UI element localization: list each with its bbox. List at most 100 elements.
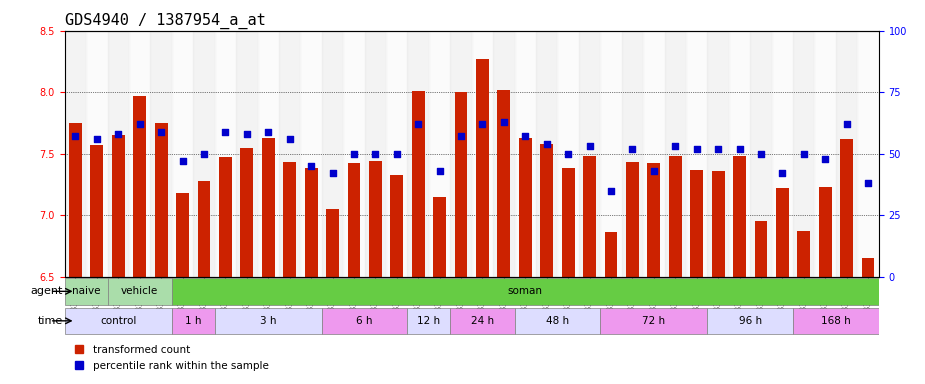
Bar (626, 162, 639, 276)
Point (518, 133, 533, 139)
Bar (107, 31, 129, 276)
Point (175, 158, 190, 164)
Bar (861, 258, 874, 276)
Bar (600, 31, 622, 276)
Bar (236, 31, 257, 276)
Bar (776, 188, 789, 276)
Bar (454, 92, 467, 276)
Point (775, 170, 790, 176)
Point (325, 170, 339, 176)
Point (111, 131, 126, 137)
Point (732, 146, 746, 152)
Bar (579, 31, 600, 276)
Text: 48 h: 48 h (546, 316, 569, 326)
Bar (771, 31, 793, 276)
Bar (669, 156, 682, 276)
Bar (408, 31, 429, 276)
Point (218, 129, 233, 135)
Bar (622, 31, 643, 276)
Bar (755, 221, 768, 276)
Bar (797, 231, 810, 276)
Point (347, 151, 362, 157)
Bar (450, 31, 472, 276)
Point (411, 121, 426, 127)
Point (240, 131, 254, 137)
Bar (193, 31, 215, 276)
Bar (215, 31, 236, 276)
FancyBboxPatch shape (793, 308, 879, 334)
Bar (262, 138, 275, 276)
Point (68, 133, 83, 139)
Bar (819, 187, 832, 276)
Bar (176, 193, 189, 276)
Bar (198, 181, 210, 276)
Point (282, 136, 297, 142)
Bar (498, 90, 511, 276)
Bar (369, 161, 382, 276)
Point (303, 163, 318, 169)
Bar (643, 31, 664, 276)
Point (90, 136, 105, 142)
Bar (133, 96, 146, 276)
Text: control: control (100, 316, 137, 326)
FancyBboxPatch shape (65, 278, 107, 305)
Bar (172, 31, 193, 276)
Bar (91, 145, 104, 276)
FancyBboxPatch shape (215, 308, 322, 334)
Point (582, 143, 597, 149)
Bar (279, 31, 301, 276)
Text: 12 h: 12 h (417, 316, 440, 326)
Bar (65, 31, 86, 276)
Bar (154, 123, 167, 276)
Bar (364, 31, 386, 276)
Bar (605, 232, 617, 276)
Bar (536, 31, 558, 276)
Legend: transformed count, percentile rank within the sample: transformed count, percentile rank withi… (70, 341, 273, 375)
Text: 3 h: 3 h (260, 316, 277, 326)
Bar (433, 197, 446, 276)
Point (647, 168, 661, 174)
Point (368, 151, 383, 157)
Bar (257, 31, 279, 276)
Bar (840, 139, 853, 276)
FancyBboxPatch shape (172, 308, 215, 334)
Bar (472, 31, 493, 276)
Bar (476, 59, 489, 276)
Bar (519, 138, 532, 276)
Point (860, 180, 875, 186)
Bar (283, 162, 296, 276)
FancyBboxPatch shape (450, 308, 514, 334)
FancyBboxPatch shape (172, 278, 879, 305)
Bar (648, 164, 660, 276)
Bar (304, 169, 317, 276)
Bar (686, 31, 708, 276)
Point (710, 146, 725, 152)
Bar (129, 31, 151, 276)
Point (689, 146, 704, 152)
Bar (583, 156, 596, 276)
Bar (708, 31, 729, 276)
Text: time: time (37, 316, 63, 326)
Bar (429, 31, 450, 276)
Point (754, 151, 769, 157)
Bar (711, 171, 724, 276)
Bar (558, 31, 579, 276)
Point (475, 121, 490, 127)
Bar (343, 31, 364, 276)
Bar (112, 135, 125, 276)
Text: 24 h: 24 h (471, 316, 494, 326)
Point (839, 121, 854, 127)
Bar (301, 31, 322, 276)
Bar (348, 164, 361, 276)
Point (561, 151, 575, 157)
Bar (514, 31, 536, 276)
Bar (327, 209, 339, 276)
Text: 1 h: 1 h (185, 316, 202, 326)
Bar (240, 147, 253, 276)
Point (453, 133, 468, 139)
Bar (561, 169, 574, 276)
Point (625, 146, 640, 152)
Point (154, 129, 168, 135)
Text: 72 h: 72 h (642, 316, 665, 326)
Point (539, 141, 554, 147)
